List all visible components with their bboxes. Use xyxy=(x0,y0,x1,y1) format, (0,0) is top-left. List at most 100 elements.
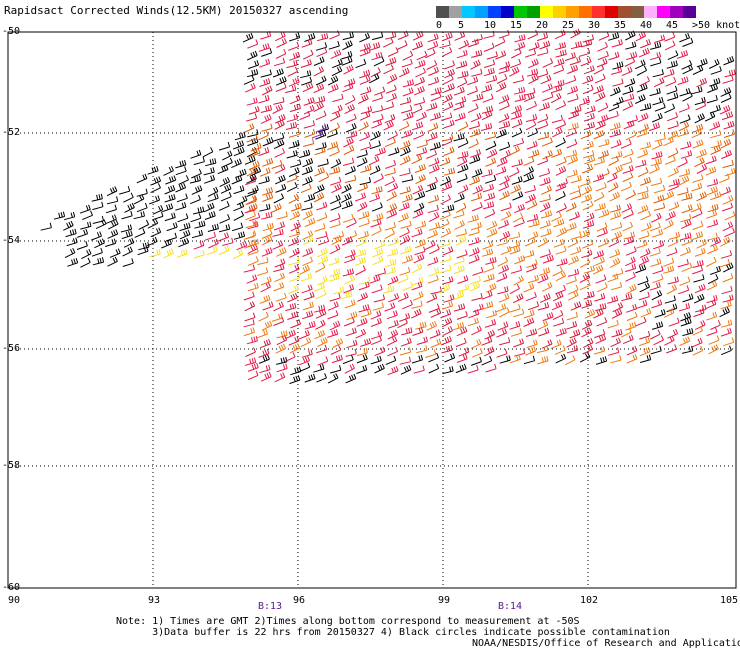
wind-barb xyxy=(483,42,495,52)
wind-barb xyxy=(258,348,270,358)
wind-barb xyxy=(625,256,636,267)
wind-barb xyxy=(150,227,162,238)
wind-barb xyxy=(511,118,523,129)
wind-barb xyxy=(248,256,259,266)
wind-barb xyxy=(402,299,413,310)
wind-barb xyxy=(639,354,652,363)
wind-barb xyxy=(429,141,441,151)
wind-barb xyxy=(245,230,257,240)
wind-barb xyxy=(583,212,595,223)
wind-barb xyxy=(582,200,594,211)
wind-barb xyxy=(582,337,594,349)
wind-barb xyxy=(623,120,635,130)
colorbar-swatch xyxy=(657,6,670,18)
wind-barb xyxy=(682,327,694,337)
wind-barb xyxy=(457,283,470,292)
wind-barb xyxy=(720,186,731,196)
wind-barb xyxy=(610,211,622,220)
wind-barb xyxy=(455,363,467,374)
wind-barb xyxy=(455,337,467,348)
wind-barb xyxy=(527,274,539,284)
wind-barb xyxy=(402,87,414,97)
wind-barb xyxy=(147,218,159,229)
wind-barb xyxy=(610,337,621,348)
wind-barb xyxy=(275,48,287,59)
wind-barb xyxy=(594,293,606,302)
wind-barb xyxy=(537,302,550,311)
wind-barb xyxy=(426,102,438,112)
wind-barb xyxy=(457,121,469,132)
wind-barb xyxy=(287,66,299,77)
wind-barb xyxy=(427,33,439,43)
wind-barb xyxy=(412,41,423,51)
map-grid xyxy=(8,32,736,588)
wind-barb xyxy=(554,29,566,40)
wind-barb xyxy=(384,228,395,240)
wind-barb xyxy=(724,210,736,221)
wind-barb xyxy=(467,86,478,96)
wind-barb xyxy=(372,248,384,258)
wind-barb xyxy=(147,165,159,175)
wind-barb xyxy=(371,284,383,294)
wind-barb xyxy=(289,51,301,61)
wind-barb xyxy=(457,150,469,159)
wind-barb xyxy=(539,220,551,229)
wind-barb xyxy=(382,101,395,111)
wind-barb xyxy=(382,37,394,48)
wind-barb xyxy=(649,51,662,61)
wind-barb xyxy=(249,148,261,158)
wind-barb xyxy=(651,290,663,301)
wind-barb xyxy=(399,234,411,245)
wind-barb xyxy=(444,68,455,79)
wind-barb xyxy=(527,231,539,241)
wind-barb xyxy=(313,364,325,373)
wind-barb xyxy=(472,266,484,276)
wind-barb xyxy=(626,51,638,61)
wind-barb xyxy=(326,128,338,138)
wind-barb xyxy=(723,337,735,347)
wind-barb xyxy=(539,249,551,258)
wind-barb xyxy=(275,174,286,185)
wind-barb xyxy=(316,201,328,211)
wind-barb xyxy=(286,150,298,159)
wind-barb xyxy=(707,186,718,196)
wind-barb xyxy=(705,299,717,310)
wind-barb xyxy=(526,263,537,273)
wind-barb xyxy=(555,156,567,167)
wind-barb xyxy=(346,217,357,228)
wind-barb xyxy=(623,93,635,102)
wind-barb xyxy=(594,256,605,267)
wind-barb xyxy=(710,140,722,149)
wind-barb xyxy=(457,184,469,195)
wind-barb xyxy=(329,146,340,157)
wind-barb xyxy=(709,77,721,87)
wind-barb xyxy=(443,294,455,303)
wind-barb xyxy=(722,273,734,283)
wind-barb xyxy=(109,248,121,258)
wind-barb xyxy=(315,75,327,86)
wind-barb xyxy=(706,256,717,267)
wind-barb xyxy=(610,139,622,149)
wind-barb xyxy=(610,66,623,75)
wind-barb xyxy=(233,140,245,150)
wind-barb xyxy=(706,178,719,187)
wind-barb xyxy=(356,201,368,212)
wind-barb xyxy=(193,249,205,259)
wind-barb xyxy=(146,236,158,247)
wind-barb xyxy=(470,112,482,123)
wind-barb xyxy=(276,211,288,220)
wind-barb xyxy=(439,283,451,294)
wind-barb xyxy=(595,356,608,365)
wind-barb xyxy=(261,229,273,239)
wind-barb xyxy=(652,139,663,150)
wind-barb xyxy=(537,237,549,248)
wind-barb xyxy=(384,167,396,176)
wind-barb xyxy=(163,248,174,259)
wind-barb xyxy=(652,274,664,284)
wind-barb xyxy=(203,202,215,213)
wind-barb xyxy=(607,295,619,304)
wind-barb xyxy=(485,157,497,167)
wind-barb xyxy=(273,193,285,204)
wind-barb xyxy=(411,104,423,115)
wind-barb xyxy=(608,182,619,193)
